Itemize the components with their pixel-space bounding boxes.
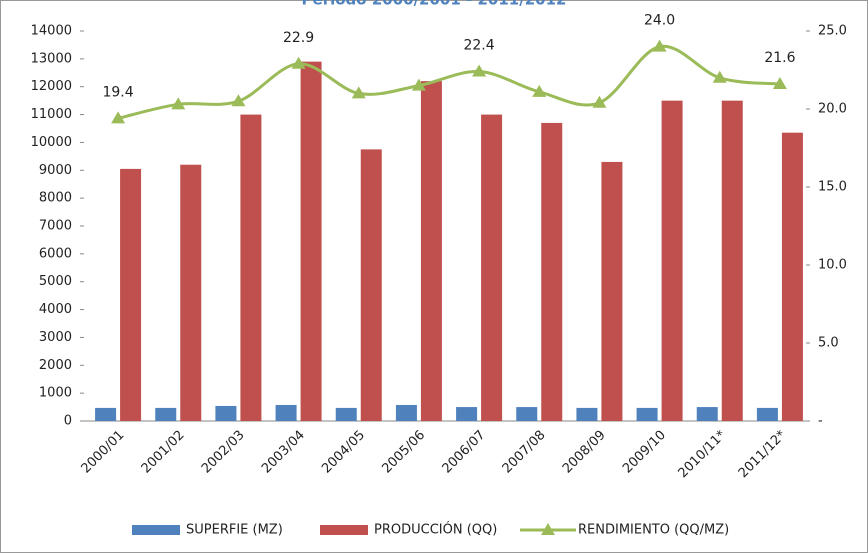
bar [661, 100, 683, 422]
legend-label: PRODUCCIÓN (QQ) [374, 522, 497, 538]
y-tick-label: 11000 [31, 107, 72, 122]
marker [652, 39, 667, 52]
legend-label: SUPERFIE (MZ) [186, 523, 283, 538]
bar [481, 114, 503, 422]
bar [155, 407, 177, 421]
bar [601, 161, 623, 421]
bar [95, 407, 117, 421]
bar [721, 100, 743, 422]
y2-tick-label: 5.0 [818, 336, 839, 351]
legend-swatch [320, 525, 368, 535]
legend-marker [541, 523, 555, 535]
y-tick-label: 4000 [39, 302, 72, 317]
data-label: 22.4 [463, 38, 494, 54]
y2-tick-label: - [818, 414, 823, 429]
bar [636, 407, 658, 421]
marker [111, 111, 126, 124]
data-label: 22.9 [283, 30, 314, 46]
bar [215, 405, 237, 421]
data-label: 21.6 [764, 50, 795, 66]
bar [360, 149, 382, 421]
bar [420, 81, 442, 422]
marker [351, 86, 366, 99]
marker [291, 56, 306, 69]
marker [472, 64, 487, 77]
bar [516, 407, 538, 421]
y-tick-label: 0 [64, 414, 72, 429]
bar [300, 61, 322, 422]
bar [240, 114, 262, 422]
y2-tick-label: 10.0 [818, 258, 847, 273]
y-tick-label: 2000 [39, 358, 72, 373]
bar [335, 407, 357, 421]
bar [275, 404, 297, 421]
marker [231, 94, 246, 107]
y-tick-label: 13000 [31, 51, 72, 66]
legend-label: RENDIMIENTO (QQ/MZ) [578, 523, 729, 538]
data-label: 24.0 [644, 13, 675, 29]
marker [772, 77, 787, 90]
bar [696, 407, 718, 421]
marker [592, 95, 607, 108]
y-tick-label: 10000 [31, 135, 72, 150]
bar [756, 407, 778, 421]
bar [120, 168, 142, 421]
y-tick-label: 3000 [39, 330, 72, 345]
bar [781, 132, 803, 421]
marker [532, 84, 547, 97]
y-tick-label: 1000 [39, 386, 72, 401]
bar [541, 122, 563, 421]
bar [395, 404, 417, 421]
y-tick-label: 6000 [39, 246, 72, 261]
marker [712, 70, 727, 83]
bar [180, 164, 202, 421]
legend-swatch [132, 525, 180, 535]
y-tick-label: 7000 [39, 219, 72, 234]
bar [456, 407, 478, 421]
bar [576, 407, 598, 421]
y-tick-label: 8000 [39, 191, 72, 206]
data-label: 19.4 [102, 84, 133, 100]
marker [171, 97, 186, 110]
y-tick-label: 5000 [39, 274, 72, 289]
y2-tick-label: 25.0 [818, 24, 847, 39]
y2-tick-label: 20.0 [818, 102, 847, 117]
y-tick-label: 12000 [31, 79, 72, 94]
y-tick-label: 9000 [39, 163, 72, 178]
y-tick-label: 14000 [31, 24, 72, 39]
chart-title: Período 2000/2001 - 2011/2012 [302, 0, 567, 9]
y2-tick-label: 15.0 [818, 180, 847, 195]
marker [411, 78, 426, 91]
